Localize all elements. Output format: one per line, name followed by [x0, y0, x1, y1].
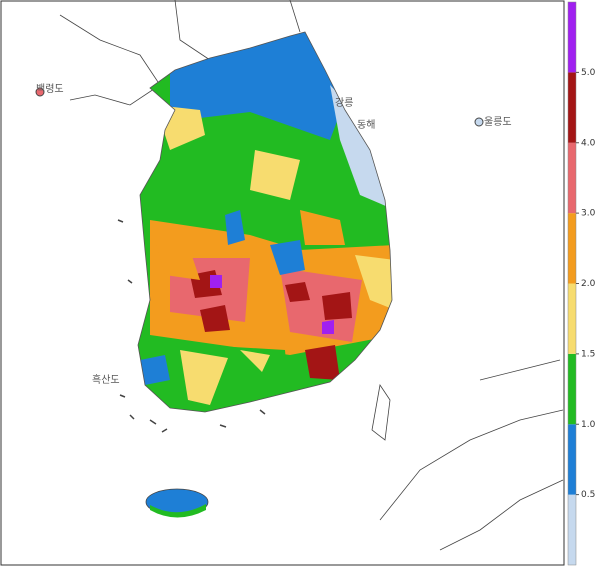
colorbar-tick-label: 5.0 — [581, 68, 596, 78]
region — [155, 235, 200, 280]
region — [225, 210, 305, 275]
colorbar-tick-label: 4.0 — [581, 138, 596, 148]
coastline — [137, 31, 393, 413]
colorbar-tick-label: 2.0 — [581, 279, 596, 289]
region — [355, 255, 392, 310]
island — [35, 87, 45, 97]
region — [250, 150, 300, 200]
colorbar-tick-label: 1.5 — [581, 349, 595, 359]
region-fills — [138, 32, 392, 412]
jeju-south — [150, 504, 206, 518]
small-islands — [117, 219, 266, 433]
colorbar-segment — [568, 142, 576, 214]
colorbar-segment — [568, 72, 576, 143]
colorbar-tick-label: 0.5 — [581, 490, 595, 500]
colorbar: 0.5 1.0 1.5 2.0 3.0 4.0 5.0 — [567, 1, 596, 566]
place-label: 동해 — [357, 118, 375, 131]
place-label: 흑산도 — [92, 373, 120, 386]
place-label: 울릉도 — [484, 116, 512, 128]
colorbar-segment — [568, 353, 576, 425]
colorbar-tick-label: 1.0 — [581, 420, 596, 430]
colorbar-segment — [568, 424, 576, 495]
colorbar-segment — [568, 283, 576, 354]
region — [190, 270, 230, 332]
region — [300, 210, 345, 245]
colorbar-segment — [568, 213, 576, 284]
colorbar-segment — [568, 494, 576, 565]
map-frame — [0, 0, 565, 566]
place-label: 백령도 — [36, 83, 64, 95]
region — [140, 355, 170, 385]
region — [285, 282, 352, 380]
colorbar-tick-label: 3.0 — [581, 209, 596, 219]
island — [474, 117, 484, 127]
region — [180, 350, 270, 405]
place-label: 강릉 — [335, 97, 353, 109]
colorbar-segment — [568, 2, 576, 73]
